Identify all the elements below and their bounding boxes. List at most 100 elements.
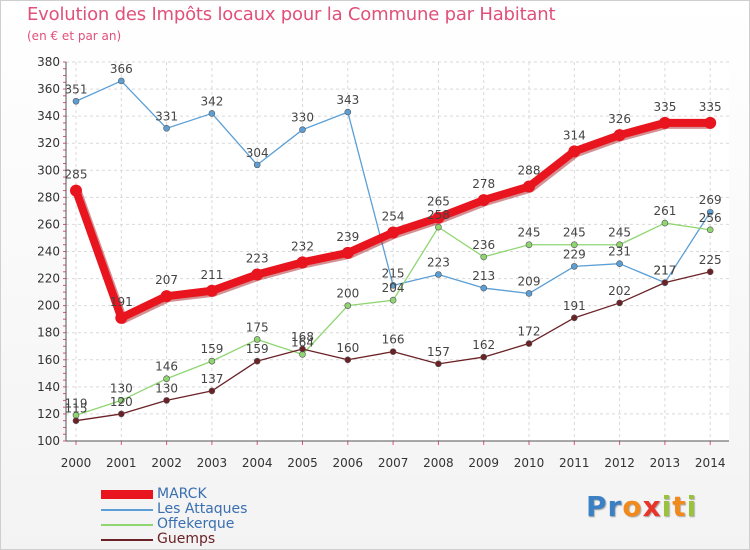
data-label-les-attaques: 330: [291, 111, 314, 125]
data-point-offekerque: [480, 253, 488, 261]
data-point-marck: [568, 145, 581, 158]
data-point-guemps: [389, 348, 397, 355]
x-tick-label: 2014: [695, 456, 726, 470]
data-point-guemps: [118, 410, 125, 418]
data-point-les-attaques: [435, 271, 442, 278]
data-point-guemps: [570, 314, 578, 322]
data-label-guemps: 160: [336, 341, 359, 355]
data-point-les-attaques: [163, 125, 170, 132]
legend: MARCK Les Attaques Offekerque Guemps: [101, 487, 247, 547]
x-tick-label: 2011: [559, 456, 590, 470]
data-point-les-attaques: [72, 97, 80, 105]
data-label-marck: 288: [518, 164, 541, 178]
y-tick-label: 160: [37, 353, 60, 367]
data-point-guemps: [208, 387, 216, 395]
logo-letter: r: [607, 490, 623, 523]
data-label-guemps: 225: [699, 253, 722, 267]
data-label-guemps: 172: [518, 325, 541, 339]
data-label-marck: 223: [246, 252, 269, 266]
data-point-marck: [296, 256, 309, 269]
proxiti-logo: Proxiti: [586, 490, 697, 523]
legend-swatch: [101, 538, 153, 541]
legend-item-marck: MARCK: [101, 487, 247, 502]
x-tick-label: 2000: [61, 456, 92, 470]
x-tick-label: 2010: [514, 456, 545, 470]
logo-letter: i: [661, 490, 673, 523]
data-point-les-attaques: [389, 282, 397, 289]
data-point-guemps: [253, 357, 261, 365]
data-label-marck: 265: [427, 195, 450, 209]
data-label-les-attaques: 269: [699, 193, 722, 207]
data-label-guemps: 166: [382, 333, 405, 347]
data-point-guemps: [616, 299, 623, 307]
data-label-les-attaques: 366: [110, 62, 133, 76]
chart-title: Evolution des Impôts locaux pour la Comm…: [27, 4, 556, 25]
x-tick-label: 2006: [333, 456, 364, 470]
y-tick-label: 320: [37, 136, 60, 150]
y-tick-label: 220: [37, 272, 60, 286]
data-label-guemps: 162: [472, 338, 495, 352]
data-point-marck: [205, 284, 218, 297]
data-point-marck: [613, 129, 626, 142]
x-tick-label: 2009: [468, 456, 499, 470]
data-label-les-attaques: 229: [563, 247, 586, 261]
data-point-guemps: [661, 279, 669, 286]
data-label-offekerque: 175: [246, 320, 269, 334]
x-tick-label: 2003: [197, 456, 228, 470]
data-point-guemps: [72, 417, 80, 424]
x-tick-label: 2005: [287, 456, 318, 470]
legend-label: Offekerque: [157, 516, 235, 532]
y-tick-label: 300: [37, 163, 60, 177]
data-label-les-attaques: 351: [65, 82, 88, 96]
data-point-offekerque: [163, 375, 170, 383]
data-label-marck: 232: [291, 239, 314, 253]
y-tick-label: 100: [37, 434, 60, 448]
data-point-les-attaques: [570, 263, 578, 270]
legend-item-guemps: Guemps: [101, 532, 247, 547]
x-tick-label: 2002: [151, 456, 182, 470]
data-label-les-attaques: 304: [246, 146, 269, 160]
legend-item-offekerque: Offekerque: [101, 517, 247, 532]
data-point-marck: [432, 211, 445, 224]
data-label-les-attaques: 343: [336, 93, 359, 107]
data-point-offekerque: [435, 223, 442, 231]
x-tick-label: 2008: [423, 456, 454, 470]
logo-letter: o: [622, 490, 643, 523]
data-point-offekerque: [299, 351, 306, 358]
data-label-les-attaques: 331: [155, 109, 178, 123]
data-point-les-attaques: [299, 126, 306, 133]
logo-letter: x: [642, 490, 662, 523]
data-label-marck: 285: [65, 168, 88, 182]
data-label-offekerque: 130: [110, 381, 133, 395]
data-label-offekerque: 159: [200, 342, 223, 356]
data-point-marck: [523, 180, 535, 193]
data-label-offekerque: 119: [65, 396, 88, 410]
data-point-les-attaques: [525, 290, 533, 297]
data-point-les-attaques: [118, 77, 125, 85]
data-label-marck: 207: [155, 273, 178, 287]
data-point-les-attaques: [480, 284, 488, 292]
data-point-marck: [115, 311, 128, 324]
data-point-marck: [477, 194, 490, 207]
data-label-les-attaques: 231: [608, 245, 631, 259]
data-point-marck: [658, 116, 671, 129]
legend-swatch: [101, 490, 153, 499]
data-point-marck: [704, 116, 717, 129]
data-point-offekerque: [118, 397, 125, 404]
data-point-marck: [251, 268, 264, 281]
data-label-les-attaques: 217: [653, 264, 676, 278]
data-point-guemps: [525, 340, 533, 347]
data-point-guemps: [480, 353, 488, 361]
legend-swatch: [101, 523, 153, 526]
legend-label: MARCK: [157, 486, 207, 502]
data-label-les-attaques: 213: [472, 269, 495, 283]
data-point-marck: [387, 226, 400, 239]
data-label-offekerque: 236: [472, 238, 495, 252]
data-label-marck: 211: [200, 268, 223, 282]
chart-subtitle: (en € et par an): [27, 29, 122, 43]
data-point-offekerque: [661, 219, 669, 227]
data-label-marck: 335: [653, 100, 676, 114]
y-tick-label: 140: [37, 380, 60, 394]
